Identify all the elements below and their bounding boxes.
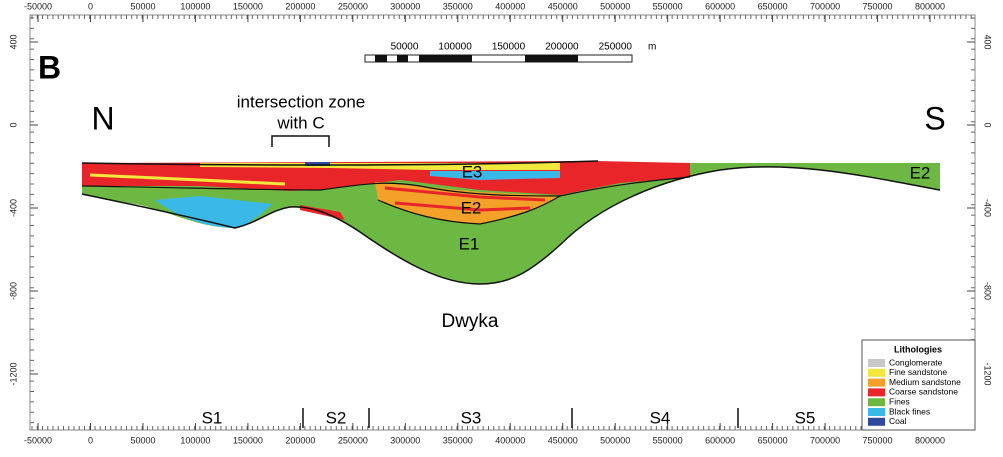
scale-bar: 50000 100000 150000 200000 250000 m	[365, 42, 656, 62]
x-tick-label: 300000	[390, 1, 420, 11]
x-tick-label: 300000	[390, 435, 420, 445]
x-tick-label: 550000	[653, 435, 683, 445]
legend-swatch	[868, 418, 885, 426]
x-tick-label: 600000	[705, 435, 735, 445]
x-tick-label: 200000	[285, 435, 315, 445]
legend-swatch	[868, 388, 885, 396]
scale-block	[419, 55, 472, 62]
legend-swatch	[868, 408, 885, 416]
x-tick-label: 100000	[180, 1, 210, 11]
section-label: S1	[202, 408, 223, 427]
scale-label: 150000	[492, 42, 526, 53]
annotation: with C	[276, 113, 324, 132]
x-tick-label: -50000	[24, 1, 52, 11]
section-label: S5	[795, 408, 816, 427]
unit-label: E2	[910, 163, 931, 182]
scale-label: 200000	[545, 42, 579, 53]
section-label: S3	[461, 408, 482, 427]
scale-block	[397, 55, 408, 62]
legend-label: Black fines	[889, 406, 930, 416]
sections: S1 S2 S3 S4 S5	[202, 408, 816, 428]
panel-label: B	[38, 49, 61, 85]
legend-title: Lithologies	[894, 344, 942, 354]
x-tick-label: 450000	[548, 435, 578, 445]
scale-label: 100000	[438, 42, 472, 53]
x-tick-label: 400000	[495, 435, 525, 445]
x-tick-label: 150000	[233, 1, 263, 11]
legend-label: Fine sandstone	[889, 367, 947, 377]
x-tick-label: 100000	[180, 435, 210, 445]
x-tick-label: 650000	[758, 435, 788, 445]
y-tick-label: -400	[8, 199, 18, 217]
y-tick-label: -800	[8, 282, 18, 300]
x-tick-label: 500000	[600, 435, 630, 445]
y-tick-label: -1200	[983, 362, 993, 385]
x-tick-label: 400000	[495, 1, 525, 11]
annotation: intersection zone	[237, 92, 366, 111]
x-tick-label: 750000	[863, 435, 893, 445]
scale-label: 50000	[391, 42, 419, 53]
cross-section	[82, 161, 940, 284]
basement-label: Dwyka	[441, 311, 498, 332]
x-tick-label: 0	[88, 435, 93, 445]
unit-label: E2	[461, 198, 482, 217]
x-tick-label: 650000	[758, 1, 788, 11]
x-tick-label: 0	[88, 1, 93, 11]
unit-label: E3	[462, 162, 483, 181]
x-tick-label: 600000	[705, 1, 735, 11]
x-tick-label: 800000	[915, 1, 945, 11]
section-label: S4	[650, 408, 671, 427]
figure: B N S intersection zone with C E3 E2 E1 …	[0, 0, 1003, 452]
x-tick-label: 700000	[810, 1, 840, 11]
legend-label: Conglomerate	[889, 357, 943, 367]
y-tick-label: 400	[8, 34, 18, 49]
legend-swatch	[868, 398, 885, 406]
y-tick-label: 400	[983, 34, 993, 49]
x-tick-label: 350000	[443, 1, 473, 11]
legend-swatch	[868, 379, 885, 387]
x-tick-label: 800000	[915, 435, 945, 445]
legend-label: Coarse sandstone	[889, 387, 958, 397]
x-tick-label: 750000	[863, 1, 893, 11]
x-tick-label: 250000	[338, 435, 368, 445]
north-label: N	[91, 100, 114, 136]
scale-unit: m	[648, 42, 656, 53]
x-tick-label: 150000	[233, 435, 263, 445]
legend-swatch	[868, 369, 885, 377]
legend-label: Medium sandstone	[889, 377, 961, 387]
section-label: S2	[326, 408, 347, 427]
bracket	[272, 136, 329, 147]
y-tick-label: 0	[983, 122, 993, 127]
y-tick-label: -800	[983, 282, 993, 300]
scale-block	[375, 55, 387, 62]
south-label: S	[924, 100, 945, 136]
y-tick-label: 0	[8, 122, 18, 127]
x-tick-label: -50000	[24, 435, 52, 445]
x-tick-label: 200000	[285, 1, 315, 11]
x-tick-label: 350000	[443, 435, 473, 445]
y-tick-label: -1200	[8, 362, 18, 385]
legend-label: Coal	[889, 416, 907, 426]
legend-label: Fines	[889, 396, 910, 406]
x-tick-label: 550000	[653, 1, 683, 11]
x-tick-label: 450000	[548, 1, 578, 11]
x-tick-label: 50000	[130, 435, 155, 445]
x-tick-label: 700000	[810, 435, 840, 445]
unit-label: E1	[459, 234, 480, 253]
x-tick-label: 50000	[130, 1, 155, 11]
scale-label: 250000	[599, 42, 633, 53]
x-tick-label: 500000	[600, 1, 630, 11]
y-tick-label: -400	[983, 199, 993, 217]
scale-block	[525, 55, 578, 62]
x-tick-label: 250000	[338, 1, 368, 11]
legend-swatch	[868, 359, 885, 367]
